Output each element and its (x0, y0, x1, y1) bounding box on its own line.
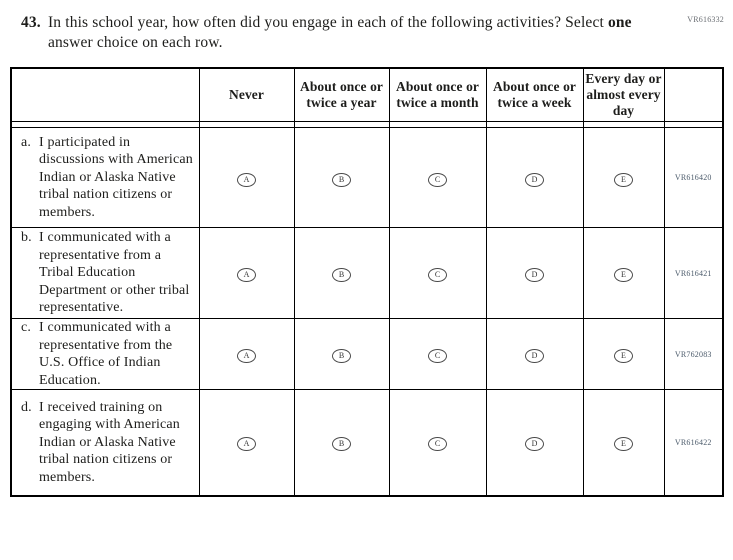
statement-cell: d. I received training on engaging with … (10, 389, 200, 496)
page-code: VR616332 (687, 15, 724, 24)
answer-bubble[interactable]: E (614, 172, 633, 187)
option-cell-year: B (293, 318, 390, 390)
answer-bubble[interactable]: D (525, 268, 544, 282)
answer-bubble[interactable]: B (332, 437, 351, 452)
option-cell-never: A (198, 389, 295, 496)
option-cell-month: C (388, 318, 487, 390)
answer-bubble[interactable]: B (332, 349, 351, 363)
answer-bubble[interactable]: E (614, 437, 633, 452)
row-marker: c. (21, 320, 32, 335)
column-header-once-twice-week: About once or twice a week (485, 67, 584, 122)
header-blank-code (663, 67, 724, 122)
option-cell-never: A (198, 127, 295, 228)
option-cell-year: B (293, 127, 390, 228)
answer-bubble[interactable]: C (428, 172, 447, 187)
option-cell-week: D (485, 127, 584, 228)
statement-text: I communicated with a representative fro… (39, 320, 173, 388)
answer-bubble[interactable]: D (525, 437, 544, 452)
answer-bubble[interactable]: C (428, 437, 447, 452)
survey-table: Never About once or twice a year About o… (10, 67, 724, 497)
answer-bubble[interactable]: D (525, 172, 544, 187)
table-row-a: a. I participated in discussions with Am… (10, 127, 724, 228)
statement-cell: a. I participated in discussions with Am… (10, 127, 200, 228)
answer-bubble[interactable]: B (332, 268, 351, 282)
answer-bubble[interactable]: D (525, 349, 544, 363)
statement-text: I received training on engaging with Ame… (39, 399, 180, 485)
answer-bubble[interactable]: E (614, 268, 633, 282)
row-code: VR616420 (663, 127, 724, 228)
row-marker: a. (21, 134, 32, 150)
answer-bubble[interactable]: C (428, 268, 447, 282)
question-text-bold: one (607, 14, 632, 31)
option-cell-week: D (485, 389, 584, 496)
option-cell-month: C (388, 389, 487, 496)
statement-text: I communicated with a representative fro… (39, 230, 190, 316)
option-cell-week: D (485, 227, 584, 319)
header-row: Never About once or twice a year About o… (10, 67, 724, 122)
option-cell-year: B (293, 389, 390, 496)
question-text-end: answer choice on each row. (48, 34, 223, 51)
option-cell-month: C (388, 227, 487, 319)
column-header-every-day: Every day or almost every day (582, 67, 665, 122)
answer-bubble[interactable]: A (237, 172, 256, 187)
question-text: In this school year, how often did you e… (48, 13, 676, 53)
header-blank-statement (10, 67, 200, 122)
answer-bubble[interactable]: E (614, 349, 633, 363)
column-header-once-twice-year: About once or twice a year (293, 67, 390, 122)
statement-text: I participated in discussions with Ameri… (39, 134, 193, 220)
question-number: 43. (21, 14, 41, 31)
answer-bubble[interactable]: C (428, 349, 447, 363)
option-cell-never: A (198, 318, 295, 390)
statement-cell: c. I communicated with a representative … (10, 318, 200, 390)
row-code: VR762083 (663, 318, 724, 390)
row-code: VR616421 (663, 227, 724, 319)
row-code: VR616422 (663, 389, 724, 496)
row-marker: d. (21, 399, 32, 415)
option-cell-everyday: E (582, 227, 665, 319)
column-header-never: Never (198, 67, 295, 122)
table-row-d: d. I received training on engaging with … (10, 389, 724, 496)
option-cell-everyday: E (582, 127, 665, 228)
option-cell-month: C (388, 127, 487, 228)
table-row-b: b. I communicated with a representative … (10, 227, 724, 319)
option-cell-never: A (198, 227, 295, 319)
answer-bubble[interactable]: A (237, 437, 256, 452)
answer-bubble[interactable]: B (332, 172, 351, 187)
table-row-c: c. I communicated with a representative … (10, 318, 724, 390)
question-text-start: In this school year, how often did you e… (48, 14, 608, 31)
answer-bubble[interactable]: A (237, 268, 256, 282)
question-block: 43. In this school year, how often did y… (21, 13, 733, 53)
option-cell-week: D (485, 318, 584, 390)
option-cell-everyday: E (582, 318, 665, 390)
row-marker: b. (21, 230, 32, 246)
option-cell-everyday: E (582, 389, 665, 496)
header-divider-rule (10, 121, 724, 128)
answer-bubble[interactable]: A (237, 349, 256, 363)
column-header-once-twice-month: About once or twice a month (388, 67, 487, 122)
option-cell-year: B (293, 227, 390, 319)
statement-cell: b. I communicated with a representative … (10, 227, 200, 319)
